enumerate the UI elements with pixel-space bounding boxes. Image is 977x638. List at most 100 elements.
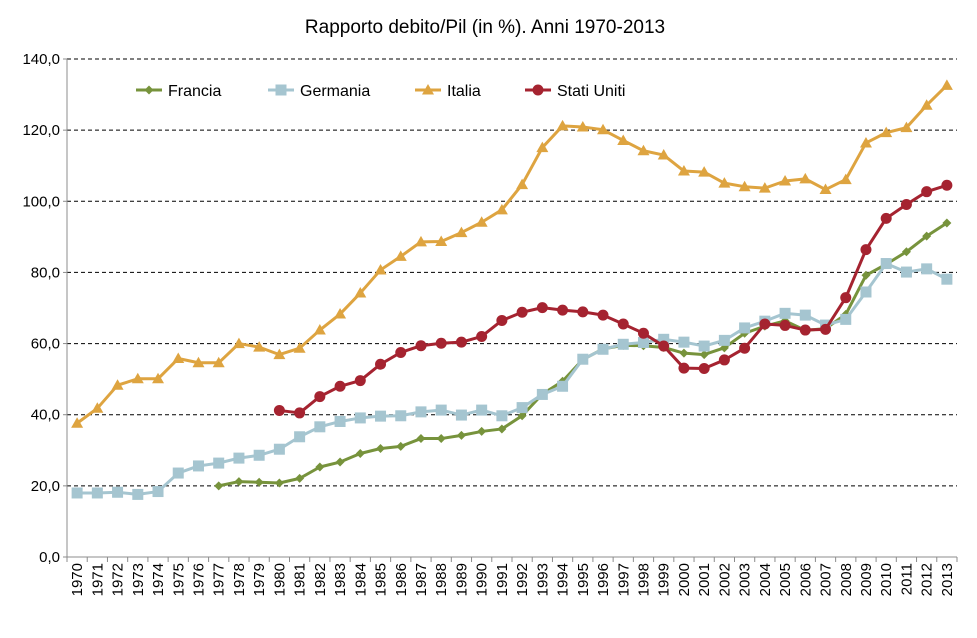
data-point: [477, 426, 487, 436]
data-point: [678, 336, 690, 348]
data-point: [532, 84, 544, 96]
data-point: [941, 179, 953, 191]
x-tick-label: 2004: [757, 563, 774, 596]
x-tick-label: 2013: [939, 563, 956, 596]
data-point: [699, 350, 709, 360]
data-point: [859, 136, 872, 148]
data-point: [921, 263, 933, 275]
data-point: [395, 346, 407, 358]
data-point: [839, 173, 852, 185]
x-tick-label: 1976: [190, 563, 207, 596]
data-point: [192, 460, 204, 472]
data-point: [435, 337, 447, 349]
legend-label: Francia: [168, 83, 221, 100]
data-point: [414, 235, 427, 247]
data-point: [394, 250, 407, 261]
x-tick-label: 2006: [797, 563, 814, 596]
x-tick-label: 1995: [575, 563, 592, 596]
data-point: [455, 409, 467, 421]
data-point: [698, 362, 710, 374]
series-line: [279, 183, 948, 415]
data-point: [739, 322, 751, 334]
data-point: [516, 402, 528, 414]
data-point: [455, 336, 467, 348]
data-point: [920, 99, 933, 110]
x-tick-label: 2003: [737, 563, 754, 596]
data-point: [901, 247, 911, 257]
y-tick-label: 60,0: [31, 336, 60, 353]
data-point: [415, 406, 427, 418]
data-point: [375, 410, 387, 422]
data-point: [71, 417, 84, 428]
data-point: [232, 337, 245, 349]
data-point: [678, 362, 690, 374]
data-point: [314, 421, 326, 433]
data-point: [758, 182, 771, 193]
data-point: [900, 121, 913, 133]
x-tick-label: 1972: [110, 563, 127, 596]
data-point: [718, 177, 731, 188]
data-point: [355, 448, 365, 458]
data-point: [375, 358, 387, 370]
data-point: [779, 319, 791, 331]
data-point: [517, 411, 527, 421]
data-point: [597, 343, 609, 355]
data-point: [213, 457, 225, 469]
x-tick-label: 1994: [555, 563, 572, 596]
data-point: [253, 449, 265, 461]
data-point: [799, 309, 811, 321]
x-tick-label: 1989: [453, 563, 470, 596]
x-tick-label: 1986: [393, 563, 410, 596]
data-point: [152, 372, 165, 384]
data-point: [294, 431, 306, 443]
legend-label: Germania: [300, 83, 370, 100]
data-point: [718, 334, 730, 346]
data-point: [738, 180, 751, 192]
x-tick-label: 1992: [514, 563, 531, 596]
data-point: [334, 308, 347, 319]
data-point: [941, 273, 953, 285]
legend-item-germania: Germania: [268, 83, 370, 100]
data-point: [557, 304, 569, 316]
data-point: [91, 402, 104, 413]
y-tick-label: 20,0: [31, 478, 60, 495]
x-tick-label: 1981: [292, 563, 309, 596]
data-point: [293, 342, 306, 353]
legend-label: Italia: [447, 83, 481, 100]
data-point: [556, 119, 569, 131]
legend-label: Stati Uniti: [557, 83, 625, 100]
data-point: [475, 216, 488, 227]
data-point: [496, 410, 508, 422]
data-point: [637, 144, 650, 156]
data-point: [820, 323, 832, 335]
chart-title: Rapporto debito/Pil (in %). Anni 1970-20…: [305, 17, 665, 38]
x-tick-label: 1988: [433, 563, 450, 596]
series-line: [76, 84, 948, 425]
data-point: [374, 263, 387, 275]
data-point: [617, 318, 629, 330]
data-point: [172, 467, 184, 479]
data-point: [536, 302, 548, 314]
series-germania: [71, 258, 953, 500]
y-tick-label: 120,0: [22, 122, 60, 139]
data-point: [698, 166, 711, 177]
data-point: [497, 424, 507, 434]
x-tick-label: 2005: [777, 563, 794, 596]
data-point: [597, 309, 609, 321]
data-point: [435, 404, 447, 416]
x-tick-label: 1977: [211, 563, 228, 596]
y-tick-label: 0,0: [39, 549, 60, 566]
x-tick-label: 1993: [534, 563, 551, 596]
data-point: [376, 444, 386, 454]
data-point: [880, 126, 893, 138]
x-tick-label: 1975: [170, 563, 187, 596]
data-point: [698, 340, 710, 352]
data-point: [617, 338, 629, 350]
x-tick-label: 2011: [898, 563, 915, 595]
data-point: [597, 123, 610, 135]
data-point: [335, 457, 345, 467]
data-point: [921, 186, 933, 198]
